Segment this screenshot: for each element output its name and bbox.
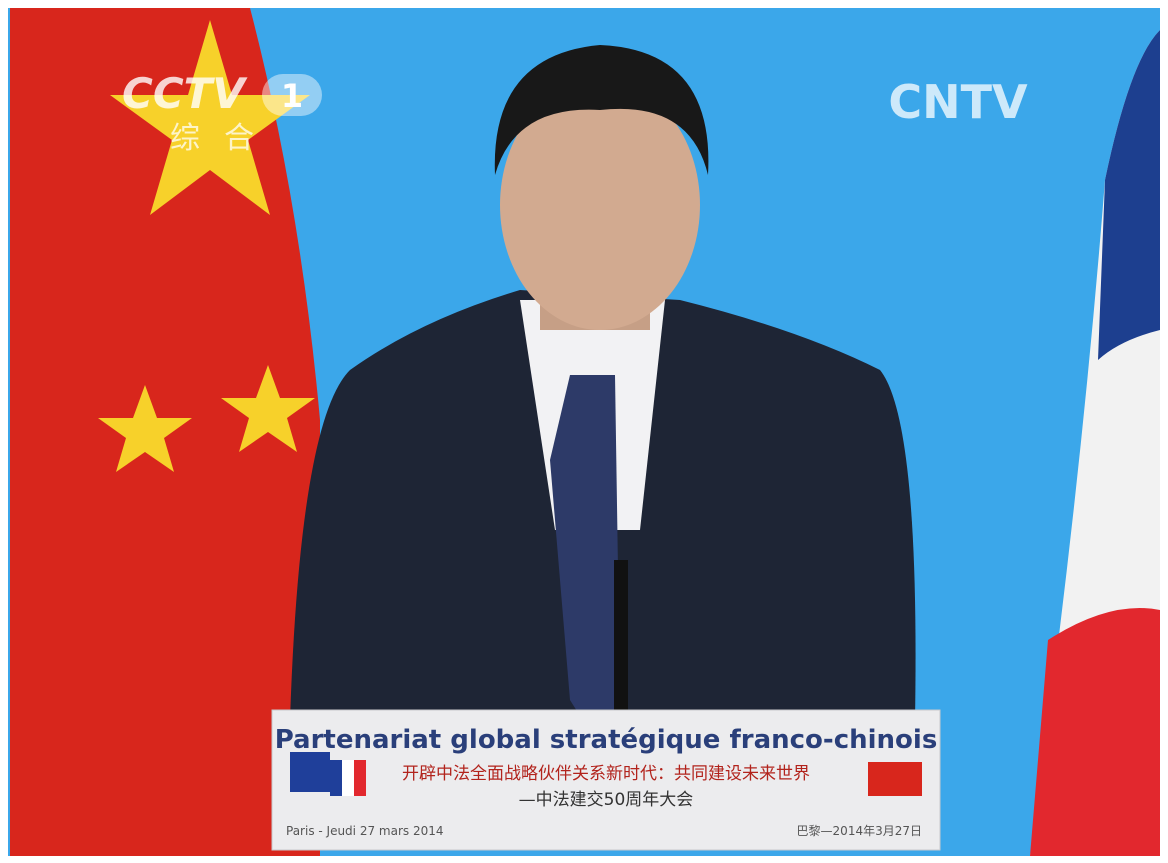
flag-star — [98, 385, 192, 472]
fr-flag-red — [354, 760, 366, 796]
microphone — [614, 560, 628, 710]
date-chinese: 巴黎—2014年3月27日 — [797, 824, 922, 838]
channel-number: 1 — [281, 77, 303, 115]
face — [500, 80, 700, 330]
fr-flag-blue — [330, 760, 342, 796]
france-flag-blue — [1098, 30, 1160, 360]
date-french: Paris - Jeudi 27 mars 2014 — [286, 824, 444, 838]
france-flag-red — [1030, 608, 1160, 856]
cctv-logo: CCTV — [122, 69, 248, 118]
podium-line-1: 开辟中法全面战略伙伴关系新时代：共同建设未来世界 — [402, 764, 810, 784]
podium-title: Partenariat global stratégique franco-ch… — [275, 725, 938, 755]
flag-star — [221, 365, 315, 452]
flag-star — [110, 20, 310, 215]
cntv-logo: CNTV — [888, 75, 1028, 129]
channel-subtitle: 综合 — [170, 121, 278, 156]
podium-line-2: —中法建交50周年大会 — [519, 790, 694, 810]
eu-flag — [290, 752, 330, 792]
hair — [494, 45, 709, 175]
tie — [550, 375, 620, 740]
channel-badge — [262, 74, 322, 116]
cn-flag — [868, 762, 922, 796]
podium — [271, 709, 941, 851]
fr-flag-white — [342, 760, 354, 796]
